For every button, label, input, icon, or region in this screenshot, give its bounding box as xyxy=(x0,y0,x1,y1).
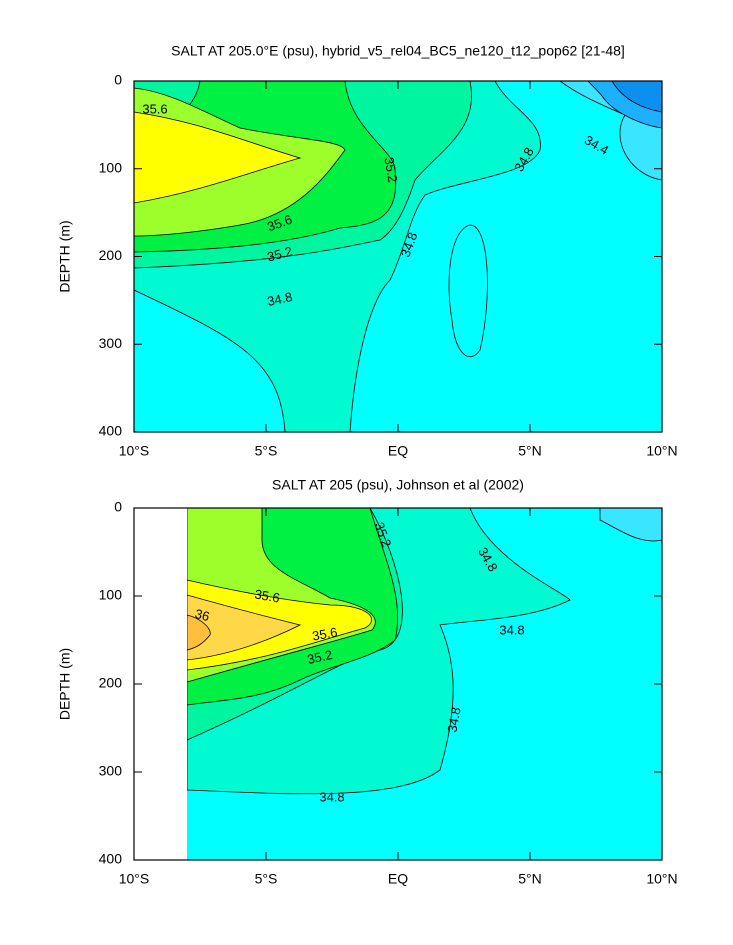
y-tick-label: 300 xyxy=(99,335,123,351)
contour-label: 35.6 xyxy=(253,586,281,605)
x-tick-label: 5°N xyxy=(518,443,542,459)
x-tick-label: 10°S xyxy=(119,443,150,459)
contour-fill xyxy=(134,81,662,432)
chart-title: SALT AT 205 (psu), Johnson et al (2002) xyxy=(272,477,524,493)
contour-label: 35.6 xyxy=(311,624,339,643)
x-tick-label: 10°N xyxy=(646,443,677,459)
contour-label: 34.8 xyxy=(499,622,524,637)
contour-label: 36 xyxy=(193,606,211,624)
x-tick-label: 10°S xyxy=(119,871,150,887)
x-tick-label: 5°S xyxy=(255,871,278,887)
contour-label: 35.2 xyxy=(266,243,294,264)
y-tick-label: 0 xyxy=(114,499,122,515)
y-tick-label: 200 xyxy=(99,247,123,263)
y-tick-label: 100 xyxy=(99,159,123,175)
contour-label: 35.2 xyxy=(306,647,334,667)
y-tick-label: 100 xyxy=(99,587,123,603)
x-tick-label: 5°N xyxy=(518,871,542,887)
x-tick-label: EQ xyxy=(388,871,408,887)
y-tick-label: 300 xyxy=(99,763,123,779)
x-tick-label: 5°S xyxy=(255,443,278,459)
y-tick-label: 400 xyxy=(99,423,123,439)
y-tick-label: 400 xyxy=(99,851,123,867)
contour-label: 35.2 xyxy=(381,156,400,184)
contour-label: 35.6 xyxy=(142,101,167,116)
x-tick-label: 10°N xyxy=(646,871,677,887)
y-tick-label: 200 xyxy=(99,675,123,691)
contour-label: 34.8 xyxy=(266,289,294,309)
y-axis-label: DEPTH (m) xyxy=(57,220,73,292)
chart-title: SALT AT 205.0°E (psu), hybrid_v5_rel04_B… xyxy=(171,43,625,59)
contour-label: 34.8 xyxy=(444,706,463,734)
contour-fill xyxy=(187,508,662,860)
y-tick-label: 0 xyxy=(114,72,122,88)
contour-label: 34.8 xyxy=(319,789,344,804)
x-tick-label: EQ xyxy=(388,443,408,459)
y-axis-label: DEPTH (m) xyxy=(57,648,73,720)
